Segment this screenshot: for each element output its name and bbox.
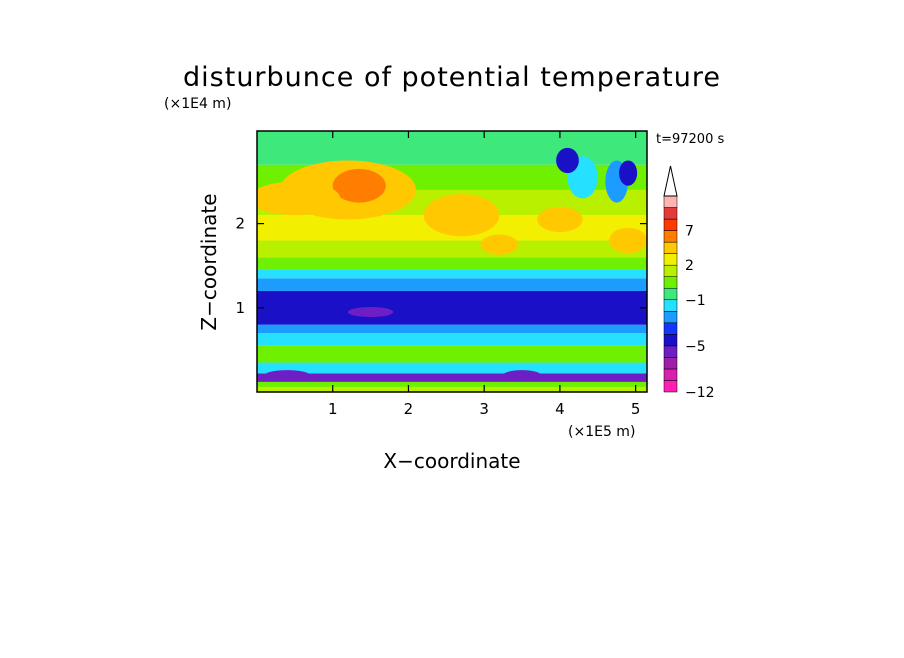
field-band — [257, 324, 647, 334]
x-tick-label: 5 — [631, 400, 641, 418]
field-band — [257, 386, 647, 392]
colorbar-swatch — [663, 276, 678, 289]
colorbar-tick-label: 2 — [685, 258, 694, 274]
colorbar-swatch — [663, 380, 678, 393]
colorbar-swatch — [663, 207, 678, 220]
colorbar-tick-label: −1 — [685, 293, 706, 309]
chart-title: disturbunce of potential temperature — [183, 62, 721, 93]
field-band — [257, 278, 647, 291]
field-band — [257, 269, 647, 279]
plot-area — [257, 131, 647, 392]
field-feature — [609, 227, 647, 254]
field-feature — [347, 306, 394, 318]
colorbar-swatch — [663, 218, 678, 231]
field-band — [257, 362, 647, 374]
x-tick-label: 1 — [328, 400, 338, 418]
field-feature — [537, 206, 583, 233]
y-tick-label: 1 — [235, 299, 245, 317]
field-feature — [556, 147, 579, 174]
field-band — [257, 381, 647, 387]
colorbar-swatch — [663, 334, 678, 347]
y-unit-label: (×1E4 m) — [164, 96, 231, 112]
y-tick-label: 2 — [235, 215, 245, 233]
colorbar-swatch — [663, 195, 678, 208]
field-band — [257, 333, 647, 346]
colorbar-swatch — [663, 299, 678, 312]
x-axis: 1 2 3 4 5 — [328, 131, 640, 418]
colorbar-swatch — [663, 368, 678, 381]
colorbar-swatch — [663, 311, 678, 324]
x-tick-label: 2 — [404, 400, 414, 418]
field-band — [257, 290, 647, 325]
field-feature — [423, 194, 500, 237]
colorbar-swatch — [663, 345, 678, 358]
field-band — [257, 240, 647, 258]
colorbar-swatch — [663, 287, 678, 301]
time-label: t=97200 s — [656, 132, 724, 147]
colorbar-swatch — [663, 357, 678, 370]
field-band — [257, 345, 647, 363]
colorbar: 7 2 −1 −5 −12 — [663, 165, 715, 401]
colorbar-swatch — [663, 230, 678, 243]
field-band — [257, 257, 647, 270]
colorbar-tick-label: −5 — [685, 339, 706, 355]
field-band — [257, 373, 647, 382]
colorbar-swatch — [663, 264, 678, 277]
field-feature — [257, 181, 341, 216]
colorbar-swatch — [663, 322, 678, 335]
colorbar-overflow-arrow — [663, 165, 678, 197]
field-feature — [503, 370, 541, 381]
field-feature — [332, 168, 386, 203]
x-tick-label: 3 — [479, 400, 489, 418]
colorbar-swatch — [663, 241, 678, 254]
field-feature — [264, 370, 311, 381]
colorbar-tick-label: 7 — [685, 224, 694, 240]
x-tick-label: 4 — [555, 400, 565, 418]
colorbar-swatch — [663, 253, 678, 266]
field-feature — [618, 160, 638, 186]
y-axis-label: Z−coordinate — [197, 193, 221, 330]
field-feature — [480, 234, 519, 255]
x-unit-label: (×1E5 m) — [568, 424, 635, 440]
x-axis-label: X−coordinate — [383, 449, 520, 473]
colorbar-tick-label: −12 — [685, 385, 715, 401]
y-axis: 12 — [235, 215, 647, 317]
plot-frame — [256, 130, 648, 393]
